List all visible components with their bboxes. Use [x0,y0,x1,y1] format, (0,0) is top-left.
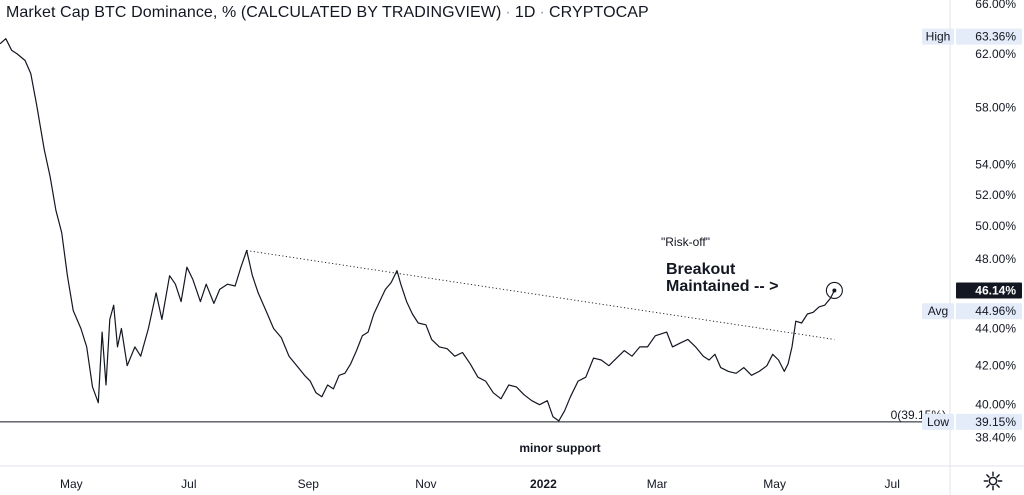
y-tick-label: 54.00% [975,158,1016,172]
gear-icon[interactable] [982,470,1004,492]
price-tag-current[interactable]: 46.14% [956,282,1022,299]
chart-interval[interactable]: 1D [514,4,536,21]
y-tick-label: 48.00% [975,252,1016,266]
x-tick-label: Nov [415,477,436,491]
price-tag-avg[interactable]: Avg 44.96% [922,303,1022,320]
price-tag-low[interactable]: Low 39.15% [922,413,1022,430]
price-tag-current-value: 46.14% [975,283,1016,297]
annotation-support: minor support [519,441,600,455]
title-separator: · [539,4,545,21]
price-tag-low-value-box [956,413,1022,430]
x-tick-label: Jul [181,477,196,491]
chart-title-bar: Market Cap BTC Dominance, % (CALCULATED … [6,4,649,22]
x-tick-label: May [763,477,786,491]
y-tick-label: 44.00% [975,321,1016,335]
annotation-breakout: Breakout [666,261,736,278]
price-tag-low-label-box [922,413,954,430]
price-tag-high-value: 63.36% [975,30,1016,44]
breakout-marker-dot [832,288,837,293]
price-tag-avg-label: Avg [928,304,948,318]
y-tick-label: 66.00% [975,0,1016,11]
chart-source[interactable]: CRYPTOCAP [548,4,649,21]
y-tick-label: 58.00% [975,100,1016,114]
price-tag-high-label: High [926,30,951,44]
price-tag-high-label-box [922,28,954,45]
y-tick-label: 40.00% [975,398,1016,412]
price-tag-avg-value-box [956,303,1022,320]
price-tag-low-value: 39.15% [975,415,1016,429]
y-tick-label: 42.00% [975,359,1016,373]
title-separator: · [505,4,511,21]
price-tag-low-label: Low [927,415,949,429]
annotation-maintained: Maintained -- > [666,278,778,295]
y-tick-label: 50.00% [975,219,1016,233]
annotation-risk-off: "Risk-off" [661,235,710,249]
price-tag-high-value-box [956,28,1022,45]
y-tick-label: 62.00% [975,47,1016,61]
x-tick-label: Sep [298,477,320,491]
price-tag-avg-label-box [922,303,954,320]
x-tick-label: Mar [647,477,668,491]
breakout-marker[interactable] [825,281,843,300]
chart-title: Market Cap BTC Dominance, % (CALCULATED … [6,4,502,21]
price-tag-avg-value: 44.96% [975,304,1016,318]
series-line[interactable] [0,38,835,422]
y-tick-label: 38.40% [975,430,1016,444]
x-tick-label: 2022 [530,477,557,491]
y-tick-label: 52.00% [975,188,1016,202]
price-tag-current-value-box [956,282,1022,299]
x-tick-label: May [60,477,83,491]
price-tag-high[interactable]: High 63.36% [922,28,1022,45]
x-tick-label: Jul [885,477,900,491]
